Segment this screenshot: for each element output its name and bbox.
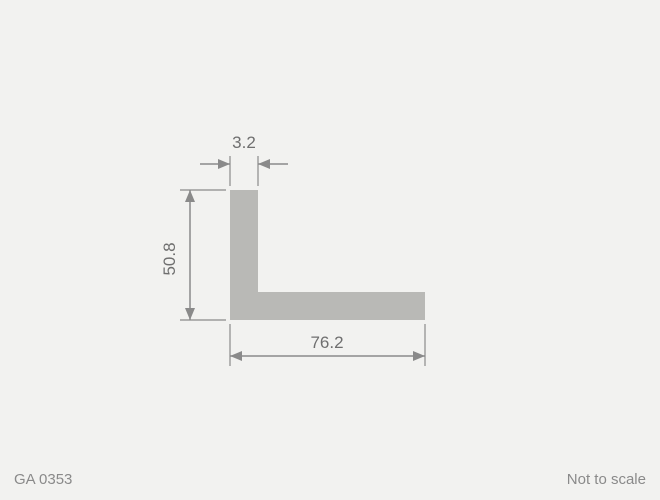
scale-note-label: Not to scale (567, 471, 646, 488)
arrowhead (413, 351, 425, 361)
arrowhead (258, 159, 270, 169)
dim-label-height: 50.8 (160, 242, 179, 275)
arrowhead (218, 159, 230, 169)
arrowhead (185, 190, 195, 202)
drawing-canvas: 3.2 50.8 76.2 (0, 0, 660, 500)
dim-label-width: 76.2 (310, 333, 343, 352)
arrowhead (185, 308, 195, 320)
dim-label-thickness: 3.2 (232, 133, 256, 152)
arrowhead (230, 351, 242, 361)
l-profile-shape (230, 190, 425, 320)
part-number-label: GA 0353 (14, 471, 72, 488)
